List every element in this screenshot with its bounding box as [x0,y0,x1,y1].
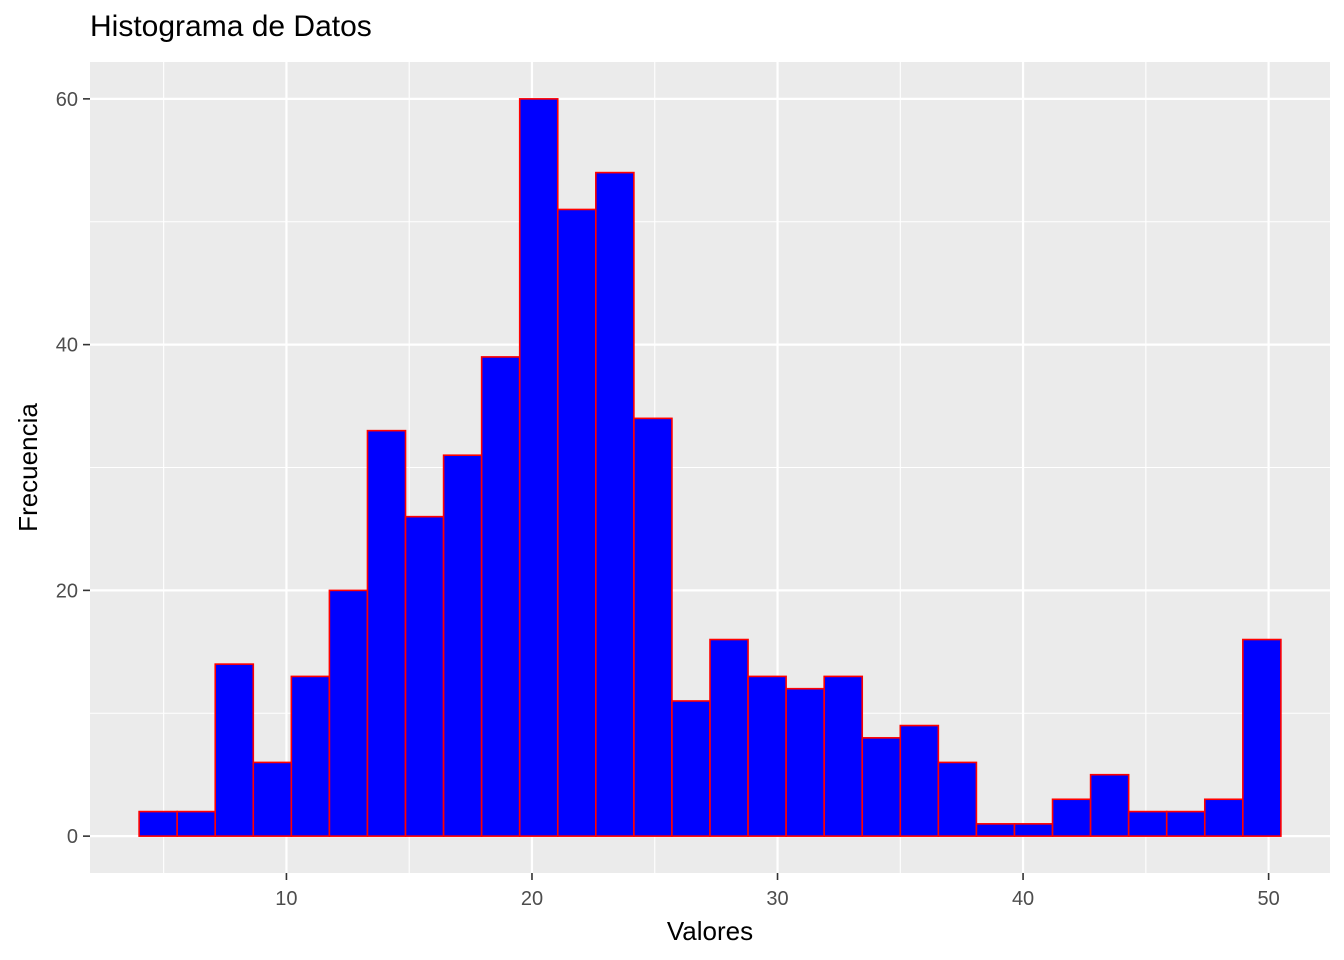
histogram-bar [595,171,635,837]
histogram-bar [518,98,559,837]
x-tick-label: 50 [1257,888,1279,910]
histogram-bar [328,589,369,837]
histogram-bar [861,737,902,837]
histogram-bar [1203,798,1244,837]
x-axis-title: Valores [667,916,753,946]
histogram-bar [290,675,331,837]
histogram-bar [671,700,711,837]
histogram-bar [366,429,407,837]
histogram-bars [138,98,1282,837]
histogram-bar [1089,773,1130,837]
histogram-bar [1242,638,1282,837]
x-axis-ticks: 10 20 30 40 50 [275,873,1280,910]
y-tick-label: 40 [56,335,78,357]
histogram-bar [1013,823,1054,837]
histogram-bar [480,356,521,837]
grid-major-lines [90,62,1330,873]
histogram-bar [176,810,217,837]
histogram-bar [1127,810,1168,837]
histogram-bar [1165,810,1206,837]
histogram-bar [214,663,255,837]
histogram-bar [138,810,178,837]
histogram-bar [633,417,673,837]
y-tick-label: 0 [67,826,78,848]
histogram-bar [747,675,787,837]
chart-title: Histograma de Datos [90,10,372,43]
x-tick-label: 40 [1012,888,1034,910]
histogram-bar [937,761,978,837]
histogram-bar [709,638,749,837]
histogram-bar [1051,798,1092,837]
histogram-bar [442,454,483,837]
histogram-bar [975,823,1016,837]
y-tick-label: 60 [56,89,78,111]
histogram-bar [556,208,597,837]
x-tick-label: 20 [521,888,543,910]
histogram-bar [823,675,864,837]
y-axis-ticks: 0 20 40 60 [56,89,90,848]
y-tick-label: 20 [56,580,78,602]
histogram-bar [404,515,445,837]
y-axis-title: Frecuencia [13,403,43,532]
x-tick-label: 30 [766,888,788,910]
x-tick-label: 10 [275,888,297,910]
histogram-bar [899,724,940,837]
histogram-bar [252,761,293,837]
histogram-bar [785,687,825,837]
